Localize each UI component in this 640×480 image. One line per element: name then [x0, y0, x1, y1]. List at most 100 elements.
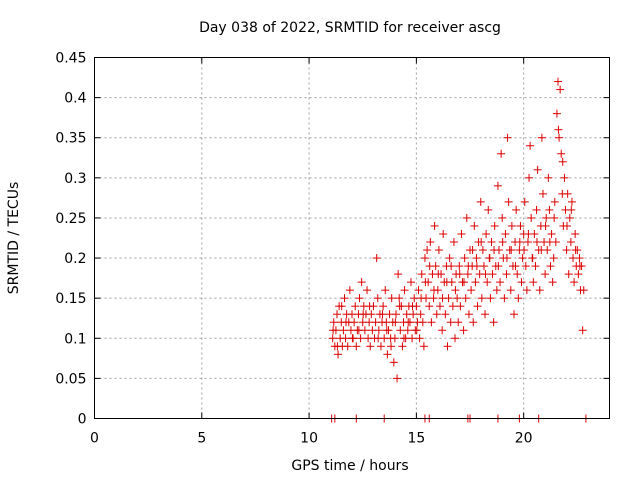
data-point	[494, 262, 503, 271]
data-point	[578, 326, 587, 335]
x-axis-label: GPS time / hours	[291, 458, 408, 474]
data-point	[549, 254, 558, 263]
data-point	[548, 278, 557, 287]
data-point	[455, 262, 464, 271]
data-point	[523, 238, 532, 247]
data-point	[531, 262, 540, 271]
data-point	[366, 342, 375, 351]
data-point	[520, 246, 529, 255]
y-tick-label: 0.4	[64, 91, 86, 107]
data-point	[521, 262, 530, 271]
data-point	[387, 342, 396, 351]
data-point	[354, 326, 363, 335]
data-point	[403, 326, 412, 335]
data-point	[520, 197, 529, 206]
data-point	[445, 254, 454, 263]
data-point	[434, 246, 443, 255]
data-point	[529, 278, 538, 287]
data-point	[459, 326, 468, 335]
data-point	[504, 197, 513, 206]
data-point	[350, 318, 359, 327]
data-point	[378, 310, 387, 319]
data-point	[537, 246, 546, 255]
data-point	[382, 326, 391, 335]
data-point	[390, 334, 399, 343]
data-point	[486, 294, 495, 303]
data-point	[470, 221, 479, 230]
data-point	[345, 286, 354, 295]
data-point	[456, 302, 465, 311]
data-point	[472, 254, 481, 263]
data-point	[462, 213, 471, 222]
data-point	[414, 286, 423, 295]
data-point	[429, 286, 438, 295]
data-point	[481, 310, 490, 319]
data-point	[555, 133, 564, 142]
data-point	[429, 294, 438, 303]
data-point	[514, 294, 523, 303]
x-tick-label: 15	[407, 431, 425, 447]
data-point	[441, 310, 450, 319]
data-points	[327, 77, 590, 423]
data-point	[408, 302, 417, 311]
data-point	[393, 374, 402, 383]
data-point	[396, 326, 405, 335]
plot-frame	[94, 57, 610, 419]
data-point	[355, 294, 364, 303]
data-point	[447, 262, 456, 271]
data-point	[341, 334, 350, 343]
data-point	[535, 286, 544, 295]
data-point	[472, 262, 481, 271]
data-point	[493, 181, 502, 190]
data-point	[374, 334, 383, 343]
data-point	[473, 302, 482, 311]
x-tick-label: 0	[90, 431, 99, 447]
data-point	[479, 262, 488, 271]
data-point	[541, 270, 550, 279]
data-point	[483, 278, 492, 287]
data-point	[512, 205, 521, 214]
data-point	[425, 262, 434, 271]
data-point	[579, 286, 588, 295]
data-point	[554, 125, 563, 134]
data-point	[525, 173, 534, 182]
data-point	[430, 221, 439, 230]
data-point	[435, 302, 444, 311]
data-point	[544, 173, 553, 182]
data-point	[363, 286, 372, 295]
data-point	[484, 205, 493, 214]
data-point	[340, 294, 349, 303]
data-point	[503, 133, 512, 142]
data-point	[454, 318, 463, 327]
data-point	[481, 270, 490, 279]
chart-title: Day 038 of 2022, SRMTID for receiver asc…	[199, 20, 501, 36]
data-point	[488, 270, 497, 279]
data-point	[359, 310, 368, 319]
data-point	[532, 205, 541, 214]
data-point	[516, 221, 525, 230]
data-point	[416, 310, 425, 319]
data-point	[541, 221, 550, 230]
data-point	[477, 238, 486, 247]
data-point	[395, 302, 404, 311]
data-point	[526, 141, 535, 150]
data-point	[556, 85, 565, 94]
data-point	[563, 189, 572, 198]
y-axis-label: SRMTID / TECUs	[6, 182, 22, 295]
data-point	[490, 221, 499, 230]
y-tick-label: 0.1	[64, 331, 86, 347]
data-point	[404, 318, 413, 327]
data-point	[566, 238, 575, 247]
data-point	[471, 278, 480, 287]
data-point	[468, 246, 477, 255]
x-tick-label: 20	[515, 431, 533, 447]
data-point	[352, 342, 361, 351]
y-tick-label: 0.35	[55, 131, 86, 147]
data-point	[562, 246, 571, 255]
data-point	[565, 213, 574, 222]
data-point	[337, 302, 346, 311]
data-point	[507, 246, 516, 255]
data-point	[563, 221, 572, 230]
data-point	[537, 133, 546, 142]
data-point	[518, 254, 527, 263]
